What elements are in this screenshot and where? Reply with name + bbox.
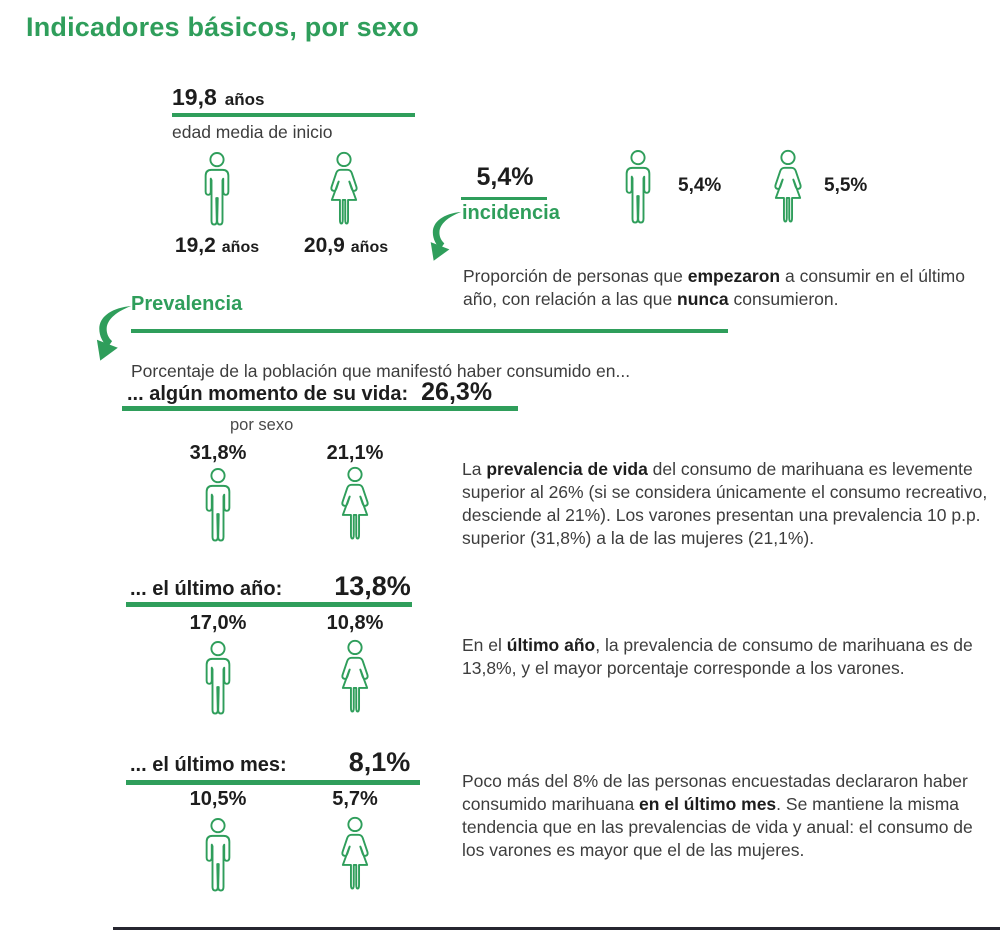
stat-label: ... el último año: bbox=[130, 578, 283, 600]
stat-rule bbox=[122, 406, 518, 411]
prevalence-title: Prevalencia bbox=[131, 293, 243, 315]
stat-description: La prevalencia de vida del consumo de ma… bbox=[462, 458, 988, 548]
female-icon bbox=[331, 816, 379, 897]
female-value: 5,7% bbox=[332, 788, 378, 810]
incidence-male-value: 5,4% bbox=[678, 175, 722, 196]
male-icon bbox=[616, 149, 660, 230]
mean-age-unit: años bbox=[224, 90, 265, 109]
female-value: 21,1% bbox=[326, 442, 384, 464]
age-male-value: 19,2 años bbox=[174, 234, 260, 257]
incidence-label: incidencia bbox=[462, 202, 560, 224]
stat-description: En el último año, la prevalencia de cons… bbox=[462, 634, 973, 678]
incidence-female-value: 5,5% bbox=[824, 175, 868, 196]
stat-value: 13,8% bbox=[334, 571, 411, 601]
prevalence-intro: Porcentaje de la población que manifestó… bbox=[131, 360, 631, 381]
stat-row-lifetime: ... algún momento de su vida: 26,3% bbox=[127, 378, 492, 407]
mean-age-value: 19,8 años bbox=[172, 84, 264, 111]
male-icon bbox=[196, 817, 240, 898]
stat-row-last-year: ... el último año: 13,8% bbox=[130, 571, 411, 602]
age-female-value: 20,9 años bbox=[303, 234, 389, 257]
male-icon bbox=[195, 151, 239, 232]
by-sex-label: por sexo bbox=[230, 416, 294, 434]
mean-age-rule bbox=[172, 113, 415, 117]
stat-row-last-month: ... el último mes: 8,1% bbox=[130, 747, 410, 778]
page-title: Indicadores básicos, por sexo bbox=[26, 12, 419, 42]
female-icon bbox=[764, 149, 812, 230]
incidence-description: Proporción de personas que empezaron a c… bbox=[463, 265, 965, 309]
female-value: 10,8% bbox=[326, 612, 384, 634]
stat-label: ... algún momento de su vida: bbox=[127, 383, 409, 405]
female-icon bbox=[331, 639, 379, 720]
stat-rule bbox=[126, 780, 420, 785]
bottom-rule bbox=[113, 927, 1000, 930]
stat-value: 8,1% bbox=[348, 747, 411, 777]
incidence-value: 5,4% bbox=[476, 163, 534, 191]
female-icon bbox=[320, 151, 368, 232]
stat-description: Poco más del 8% de las personas encuesta… bbox=[462, 770, 973, 860]
male-icon bbox=[196, 640, 240, 721]
incidence-rule bbox=[461, 197, 547, 200]
prevalence-rule bbox=[131, 329, 728, 333]
stat-rule bbox=[126, 602, 412, 607]
male-value: 31,8% bbox=[189, 442, 247, 464]
stat-value: 26,3% bbox=[421, 378, 493, 406]
male-value: 17,0% bbox=[189, 612, 247, 634]
male-value: 10,5% bbox=[189, 788, 247, 810]
male-icon bbox=[196, 467, 240, 548]
mean-age-caption: edad media de inicio bbox=[172, 122, 333, 142]
curved-arrow-icon bbox=[429, 209, 463, 265]
stat-label: ... el último mes: bbox=[130, 754, 287, 776]
female-icon bbox=[331, 466, 379, 547]
mean-age-number: 19,8 bbox=[172, 84, 217, 110]
curved-arrow-icon bbox=[95, 302, 133, 366]
